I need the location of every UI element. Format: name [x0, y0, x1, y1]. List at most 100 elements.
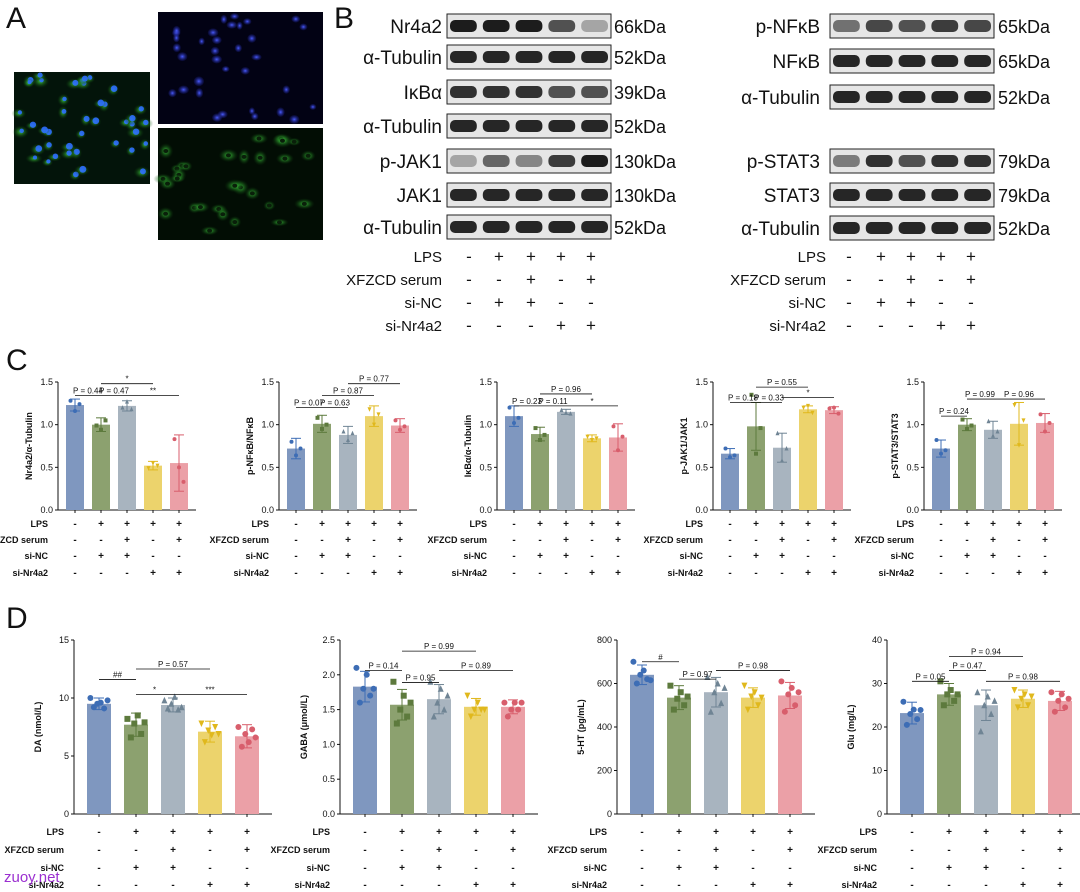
condition-sign: - [1017, 535, 1020, 546]
y-tick-label: 1.0 [695, 420, 708, 430]
significance-label: ## [113, 670, 122, 679]
blot-right-kda: 79kDa [998, 186, 1051, 206]
significance-label: P = 0.77 [359, 375, 389, 384]
condition-right-sign: - [878, 316, 884, 335]
data-point [249, 726, 256, 733]
data-point [1048, 689, 1055, 696]
significance-label: P = 0.23 [512, 397, 542, 406]
condition-right-sign: + [966, 270, 976, 289]
data-point [670, 706, 677, 713]
condition-right-sign: - [938, 270, 944, 289]
condition-right-label: LPS [798, 249, 826, 266]
data-point [515, 706, 522, 713]
bar [198, 731, 222, 814]
blot-right-band [964, 222, 991, 234]
blot-left-band [515, 221, 543, 233]
western-blots-right: p-NFκB 65kDa NFκB 65kDa α-Tubulin 52kDa p-STAT… [741, 13, 1051, 241]
nucleus-mark [92, 117, 100, 125]
blot-right-kda: 52kDa [998, 88, 1051, 108]
micrograph-green [153, 128, 323, 240]
condition-sign: - [398, 551, 401, 562]
condition-sign: + [964, 519, 970, 530]
bar [984, 429, 1002, 510]
condition-label: XFZCD serum [547, 845, 607, 855]
condition-left-sign: - [496, 270, 502, 289]
data-point [806, 403, 810, 409]
chart-0: 0.0 0.5 1.0 1.5 Nr4a2/α-Tubulin P = 0.44P = 0… [0, 375, 196, 579]
data-point [1025, 702, 1032, 709]
y-axis-label: IκBα/α-Tubulin [463, 415, 473, 477]
y-tick-label: 0.0 [906, 505, 919, 515]
data-point [367, 407, 372, 412]
condition-sign: + [133, 827, 139, 838]
condition-right-sign: + [936, 247, 946, 266]
condition-label: LPS [469, 519, 487, 529]
bar [773, 447, 791, 510]
condition-left-sign: + [526, 270, 536, 289]
condition-right-label: si-Nr4a2 [769, 318, 826, 335]
blot-right-label: p-NFκB [756, 17, 820, 38]
significance-label: P = 0.97 [683, 670, 713, 679]
data-point [616, 448, 620, 453]
data-point [400, 692, 407, 699]
blot-right-band [833, 189, 860, 201]
condition-left-label: si-Nr4a2 [385, 318, 442, 335]
blot-right-band [898, 91, 926, 103]
blot-right-band [833, 20, 860, 32]
condition-sign: - [512, 568, 515, 579]
nucleus-mark [132, 128, 140, 135]
data-point [1043, 429, 1047, 434]
condition-sign: + [436, 827, 442, 838]
nucleus-mark [129, 115, 136, 122]
condition-sign: - [294, 551, 297, 562]
blot-left-band [581, 20, 608, 32]
condition-sign: + [750, 880, 756, 891]
data-point [444, 692, 451, 699]
y-tick-label: 30 [872, 679, 882, 689]
data-point [974, 688, 981, 696]
nucleus-mark [61, 109, 67, 114]
condition-sign: + [319, 519, 325, 530]
blot-left-band [548, 221, 576, 233]
condition-right-sign: + [906, 270, 916, 289]
significance-label: P = 0.33 [754, 393, 784, 402]
bar [287, 448, 305, 510]
data-point [97, 699, 104, 706]
blot-right-band [865, 189, 893, 201]
condition-label: XFZCD serum [0, 535, 48, 545]
bar [609, 437, 627, 510]
nucleus-mark [299, 23, 308, 31]
nucleus-mark [172, 43, 181, 53]
data-point [965, 426, 969, 431]
nucleus-mark [32, 155, 38, 160]
y-axis-label: GABA (μmol/L) [299, 695, 309, 759]
significance-label: # [658, 653, 663, 662]
blot-right-band [865, 20, 893, 32]
condition-sign: + [1057, 827, 1063, 838]
nucleus-mark [207, 28, 219, 37]
y-tick-label: 1.5 [479, 377, 492, 387]
blot-right-label: STAT3 [764, 186, 820, 207]
western-blots-left: Nr4a2 66kDa α-Tubulin 52kDa IκBα 39kDa α-Tubul… [363, 13, 677, 240]
condition-sign: + [150, 568, 156, 579]
data-point [620, 434, 625, 439]
blot-left-band [548, 51, 576, 63]
condition-right-sign: + [876, 247, 886, 266]
significance-label: *** [205, 686, 214, 695]
bar [630, 674, 654, 814]
data-point [542, 432, 547, 437]
bar [583, 438, 601, 510]
condition-sign: - [474, 845, 477, 856]
data-point [99, 427, 103, 432]
blot-left-band [450, 189, 477, 201]
data-point [437, 685, 444, 692]
blot-left-band [548, 86, 576, 98]
bar [741, 697, 765, 814]
condition-sign: + [750, 827, 756, 838]
chart-8: 0 10 20 30 40 Glu (mg/L) P = 0.05 P = 0.47 P = 0… [817, 635, 1080, 891]
data-point [960, 417, 965, 422]
blot-left-strip [446, 148, 612, 174]
data-point [640, 667, 647, 674]
condition-right-sign: - [846, 316, 852, 335]
data-point [376, 412, 381, 417]
